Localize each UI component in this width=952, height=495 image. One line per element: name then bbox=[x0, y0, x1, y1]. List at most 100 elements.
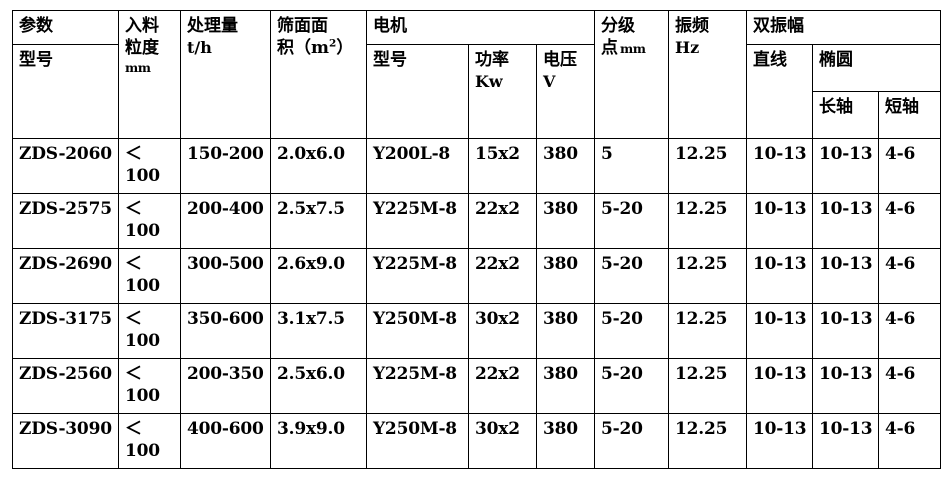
header-frequency: 振频 Hz bbox=[668, 10, 748, 139]
cell-motor-power: 22x2 bbox=[468, 248, 537, 304]
cell-model: ZDS-3175 bbox=[12, 303, 119, 359]
header-row-axis: 长轴 短轴 bbox=[13, 91, 942, 139]
cell-amplitude-linear: 10-13 bbox=[746, 248, 814, 304]
cell-screen-area: 2.5x7.5 bbox=[270, 193, 367, 249]
table-row[interactable]: ZDS-3175 ＜ 100 350-600 3.1x7.5 Y250M-8 30… bbox=[12, 303, 942, 359]
header-amplitude-elliptical-label: 椭圆 bbox=[819, 50, 854, 70]
header-major-axis: 长轴 bbox=[812, 91, 880, 139]
cell-motor-power: 30x2 bbox=[468, 303, 537, 359]
cell-amplitude-major: 10-13 bbox=[812, 138, 880, 194]
cell-model: ZDS-2690 bbox=[12, 248, 119, 304]
cell-feed-size: ＜ 100 bbox=[118, 193, 181, 249]
header-motor-power: 功率 Kw bbox=[468, 44, 537, 139]
cell-motor-model: Y250M-8 bbox=[366, 303, 469, 359]
cell-motor-power: 22x2 bbox=[468, 358, 537, 414]
cell-motor-model: Y225M-8 bbox=[366, 358, 469, 414]
table-row[interactable]: ZDS-3090 ＜ 100 400-600 3.9x9.0 Y250M-8 30… bbox=[12, 413, 942, 469]
cell-feed-size: ＜ 100 bbox=[118, 138, 181, 194]
cell-model: ZDS-2575 bbox=[12, 193, 119, 249]
cell-motor-voltage: 380 bbox=[535, 193, 596, 249]
cell-amplitude-linear: 10-13 bbox=[746, 138, 814, 194]
cell-amplitude-minor: 4-6 bbox=[878, 138, 942, 194]
table-row[interactable]: ZDS-2560 ＜ 100 200-350 2.5x6.0 Y225M-8 22… bbox=[12, 358, 942, 414]
cell-motor-voltage: 380 bbox=[535, 413, 596, 469]
header-motor-voltage-label: 电压 bbox=[543, 50, 577, 70]
cell-amplitude-linear: 10-13 bbox=[746, 193, 814, 249]
header-param-label: 参数 bbox=[19, 16, 53, 36]
cell-amplitude-minor: 4-6 bbox=[878, 358, 942, 414]
header-minor-axis: 短轴 bbox=[878, 91, 942, 139]
header-double-amplitude-label: 双振幅 bbox=[753, 16, 805, 36]
header-motor-label: 电机 bbox=[373, 16, 407, 36]
header-capacity-unit: t/h bbox=[187, 38, 212, 58]
cell-amplitude-linear: 10-13 bbox=[746, 303, 814, 359]
cell-motor-model: Y250M-8 bbox=[366, 413, 469, 469]
header-screen-area-line2: 积（m2） bbox=[277, 37, 361, 59]
header-motor-group: 电机 bbox=[365, 10, 596, 45]
table-body: ZDS-2060 ＜ 100 150-200 2.0x6.0 Y200L-8 15… bbox=[12, 138, 942, 469]
cell-amplitude-major: 10-13 bbox=[812, 303, 880, 359]
header-cut-point-line2: 点 mm bbox=[601, 37, 663, 59]
cell-frequency: 12.25 bbox=[668, 413, 748, 469]
cell-frequency: 12.25 bbox=[668, 248, 748, 304]
cell-amplitude-minor: 4-6 bbox=[878, 248, 942, 304]
cell-motor-voltage: 380 bbox=[535, 248, 596, 304]
cell-frequency: 12.25 bbox=[668, 138, 748, 194]
cell-feed-size: ＜ 100 bbox=[118, 413, 181, 469]
cell-capacity: 200-350 bbox=[180, 358, 271, 414]
cell-screen-area: 3.1x7.5 bbox=[270, 303, 367, 359]
header-major-axis-label: 长轴 bbox=[819, 97, 854, 117]
cell-frequency: 12.25 bbox=[668, 358, 748, 414]
table-row[interactable]: ZDS-2690 ＜ 100 300-500 2.6x9.0 Y225M-8 22… bbox=[12, 248, 942, 304]
header-motor-voltage: 电压 V bbox=[535, 44, 596, 139]
header-amplitude-elliptical-group: 椭圆 bbox=[812, 44, 942, 92]
header-cut-point-line1: 分级 bbox=[601, 16, 636, 36]
table-row[interactable]: ZDS-2060 ＜ 100 150-200 2.0x6.0 Y200L-8 15… bbox=[12, 138, 942, 194]
header-capacity: 处理量 t/h bbox=[180, 10, 271, 139]
cell-capacity: 400-600 bbox=[180, 413, 271, 469]
header-motor-power-label: 功率 bbox=[475, 50, 509, 70]
header-feed-size-line2: 粒度 bbox=[125, 38, 159, 59]
cell-model: ZDS-3090 bbox=[12, 413, 119, 469]
header-cut-point-char: 点 bbox=[601, 38, 619, 59]
header-screen-area-superscript: 2 bbox=[329, 37, 337, 50]
cell-amplitude-major: 10-13 bbox=[812, 413, 880, 469]
header-motor-model: 型号 bbox=[366, 44, 469, 139]
cell-capacity: 300-500 bbox=[180, 248, 271, 304]
cell-cut-point: 5-20 bbox=[594, 248, 670, 304]
cell-cut-point: 5-20 bbox=[594, 303, 670, 359]
cell-amplitude-linear: 10-13 bbox=[746, 358, 814, 414]
header-screen-area-unit: 积（m bbox=[277, 38, 329, 59]
header-motor-model-label: 型号 bbox=[373, 50, 407, 70]
header-frequency-unit: Hz bbox=[675, 38, 700, 58]
cell-capacity: 200-400 bbox=[180, 193, 271, 249]
cell-capacity: 150-200 bbox=[180, 138, 271, 194]
cell-motor-power: 22x2 bbox=[468, 193, 537, 249]
cell-model: ZDS-2560 bbox=[12, 358, 119, 414]
cell-amplitude-major: 10-13 bbox=[812, 193, 880, 249]
cell-screen-area: 2.5x6.0 bbox=[270, 358, 367, 414]
header-param: 参数 bbox=[12, 10, 119, 45]
header-model: 型号 bbox=[12, 44, 119, 139]
cell-cut-point: 5 bbox=[594, 138, 670, 194]
cell-motor-model: Y200L-8 bbox=[366, 138, 469, 194]
cell-motor-power: 30x2 bbox=[468, 413, 537, 469]
header-frequency-label: 振频 bbox=[675, 16, 710, 36]
cell-screen-area: 2.0x6.0 bbox=[270, 138, 367, 194]
header-cut-point-unit: mm bbox=[620, 41, 646, 57]
header-amplitude-linear: 直线 bbox=[746, 44, 814, 139]
cell-screen-area: 2.6x9.0 bbox=[270, 248, 367, 304]
header-double-amplitude-group: 双振幅 bbox=[746, 10, 942, 45]
cell-amplitude-major: 10-13 bbox=[812, 358, 880, 414]
header-screen-area-line1: 筛面面 bbox=[277, 16, 328, 36]
cell-motor-voltage: 380 bbox=[535, 358, 596, 414]
header-feed-size-line1: 入料 bbox=[125, 16, 159, 36]
cell-motor-voltage: 380 bbox=[535, 138, 596, 194]
cell-feed-size: ＜ 100 bbox=[118, 358, 181, 414]
cell-model: ZDS-2060 bbox=[12, 138, 119, 194]
header-motor-power-unit: Kw bbox=[475, 72, 503, 92]
cell-screen-area: 3.9x9.0 bbox=[270, 413, 367, 469]
table-row[interactable]: ZDS-2575 ＜ 100 200-400 2.5x7.5 Y225M-8 22… bbox=[12, 193, 942, 249]
cell-motor-voltage: 380 bbox=[535, 303, 596, 359]
